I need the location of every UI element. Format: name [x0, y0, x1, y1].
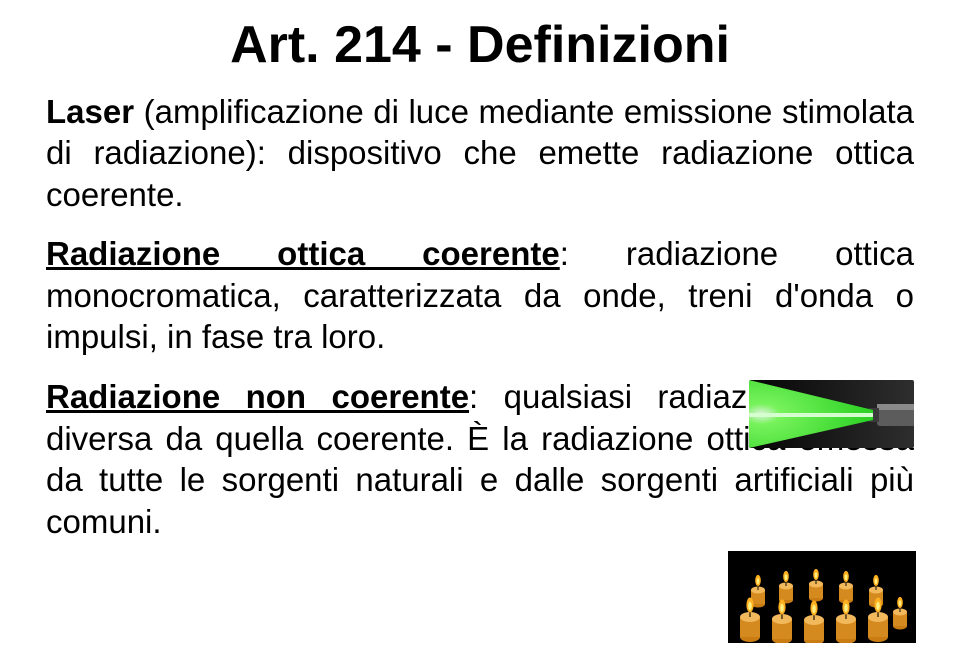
- slide-container: Art. 214 - Definizioni Laser (amplificaz…: [0, 0, 960, 665]
- term-coerente: Radiazione ottica coerente: [46, 235, 560, 272]
- paragraph-coerente: Radiazione ottica coerente: radiazione o…: [46, 233, 914, 358]
- def-laser: (amplificazione di luce mediante emissio…: [46, 93, 914, 213]
- term-laser: Laser: [46, 93, 134, 130]
- paragraph-laser: Laser (amplificazione di luce mediante e…: [46, 91, 914, 216]
- page-title: Art. 214 - Definizioni: [46, 18, 914, 73]
- candles-image: [728, 551, 916, 643]
- laser-pointer-image: [749, 380, 914, 448]
- laser-pointer-svg: [749, 380, 914, 448]
- candles-svg: [728, 551, 916, 643]
- term-non-coerente: Radiazione non coerente: [46, 378, 469, 415]
